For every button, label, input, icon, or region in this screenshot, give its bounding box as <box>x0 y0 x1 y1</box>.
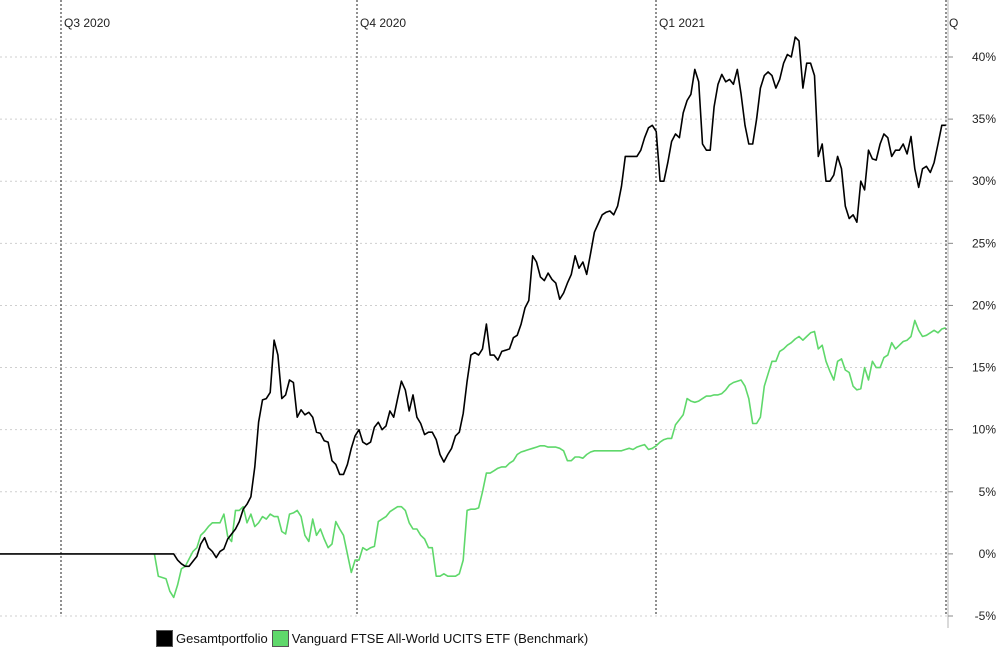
legend-item-gesamtportfolio[interactable]: Gesamtportfolio <box>156 629 268 647</box>
y-tick-label: 10% <box>972 423 996 437</box>
y-tick-label: 0% <box>979 547 997 561</box>
legend-label-gesamtportfolio: Gesamtportfolio <box>176 630 268 646</box>
y-tick-label: 15% <box>972 361 996 375</box>
series-lines <box>0 36 946 599</box>
legend: Gesamtportfolio Vanguard FTSE All-World … <box>156 628 592 648</box>
y-axis: 40% 35% 30% 25% 20% 15% 10% 5% 0% -5% <box>947 0 997 628</box>
quarter-label: Q3 2020 <box>64 16 110 30</box>
legend-swatch-gesamtportfolio <box>156 629 173 647</box>
y-tick-label: 25% <box>972 236 996 250</box>
y-tick-label: -5% <box>975 609 997 623</box>
line-chart: Q3 2020 Q4 2020 Q1 2021 Q 40% 35% 30% 25% 20% 15… <box>0 0 997 628</box>
quarter-markers: Q3 2020 Q4 2020 Q1 2021 Q <box>60 0 958 616</box>
y-tick-label: 35% <box>972 112 996 126</box>
y-tick-label: 30% <box>972 174 996 188</box>
quarter-label: Q4 2020 <box>360 16 406 30</box>
quarter-label: Q <box>949 16 958 30</box>
legend-swatch-benchmark <box>271 629 289 647</box>
quarter-label: Q1 2021 <box>659 16 705 30</box>
y-tick-label: 5% <box>979 485 997 499</box>
series-line-benchmark <box>153 319 946 599</box>
legend-label-benchmark: Vanguard FTSE All-World UCITS ETF (Bench… <box>291 630 589 646</box>
y-tick-label: 20% <box>972 298 996 312</box>
y-tick-label: 40% <box>972 50 996 64</box>
series-line-gesamtportfolio <box>0 36 946 568</box>
legend-item-benchmark[interactable]: Vanguard FTSE All-World UCITS ETF (Bench… <box>271 629 589 647</box>
